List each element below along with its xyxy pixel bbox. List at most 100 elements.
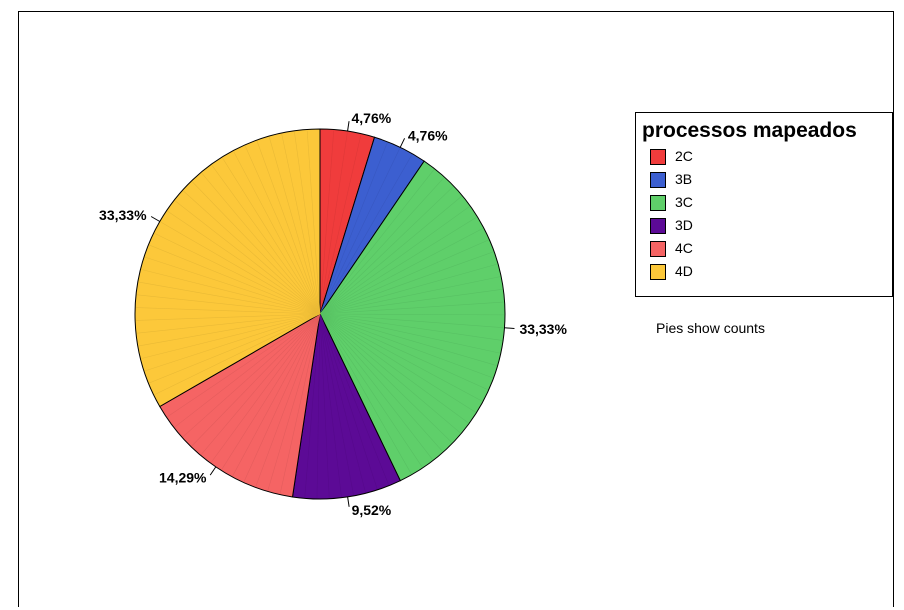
pie-hatch-4d	[201, 172, 321, 315]
legend-label-3c: 3C	[675, 194, 693, 210]
pie-hatch-3c	[319, 313, 493, 379]
pie-hatch-4c	[243, 313, 321, 482]
legend-label-2c: 2C	[675, 148, 693, 164]
pie-hatch-4d	[149, 313, 321, 384]
pie-hatch-4d	[233, 151, 321, 315]
pie-hatch-4d	[141, 269, 321, 315]
legend-title: processos mapeados	[642, 119, 857, 142]
pie-hatch-3c	[319, 313, 423, 468]
pie-hatch-3c	[319, 177, 444, 315]
pie-hatch-3d	[319, 313, 330, 498]
legend-swatch-3b	[650, 172, 666, 188]
pie-hatch-3c	[319, 313, 443, 452]
pie-hatch-3c	[319, 313, 504, 329]
pie-hatch-3c	[319, 313, 483, 402]
legend-label-4d: 4D	[675, 263, 693, 279]
pie-hatch-3c	[319, 313, 452, 443]
pie-hatch-3c	[319, 288, 503, 315]
pie-hatch-3d	[319, 313, 342, 497]
pie-hatch-4d	[294, 131, 321, 315]
legend-swatch-2c	[650, 149, 666, 165]
pie-hatch-4c	[267, 313, 321, 491]
pie-hatch-4d	[160, 221, 321, 315]
pie-hatch-4d	[138, 313, 321, 347]
leader-line-4c	[209, 466, 217, 476]
pie-hatch-3d	[319, 313, 389, 485]
pie-hatch-3c	[319, 313, 412, 474]
pie-hatch-3c	[319, 313, 488, 390]
pie-hatch-4d	[149, 244, 321, 315]
legend-swatch-3d	[650, 218, 666, 234]
pie-hatch-3c	[319, 251, 494, 315]
pie-hatch-4c	[279, 313, 321, 494]
pie-hatch-4d	[138, 281, 321, 315]
pie-hatch-3c	[319, 313, 497, 366]
data-label-4d: 33,33%	[99, 207, 147, 223]
pie-hatch-3c	[319, 239, 489, 315]
legend: processos mapeados 2C 3B 3C 3D 4C 4D	[635, 112, 893, 297]
pie-chart: 4,76% 4,76% 33,33% 9,52% 14,29% 33,33%	[99, 110, 567, 518]
data-label-3d: 9,52%	[352, 502, 392, 518]
pie-hatch-4c	[232, 313, 321, 477]
pie-hatch-3c	[319, 216, 477, 315]
pie-hatch-3c	[319, 313, 504, 316]
leader-line-4d	[150, 216, 161, 222]
pie-hatch-4d	[141, 313, 321, 359]
chart-frame: 4,76% 4,76% 33,33% 9,52% 14,29% 33,33% proces…	[18, 11, 894, 607]
leader-line-3b	[399, 138, 406, 148]
pie-hatch-4d	[154, 313, 321, 395]
pie-hatch-4d	[144, 256, 321, 315]
pie-hatch-4d	[183, 190, 321, 315]
pie-hatch-4c	[167, 313, 321, 418]
pie-hatch-4d	[136, 313, 321, 321]
pie-hatch-3b	[319, 148, 401, 315]
pie-hatch-4d	[136, 294, 321, 315]
leader-line-2c	[347, 121, 350, 132]
pie-hatch-3c	[319, 169, 435, 315]
pie-hatch-3c	[319, 301, 504, 315]
pie-hatch-4d	[136, 307, 321, 315]
pie-hatch-3b	[319, 154, 413, 315]
pie-hatch-4c	[255, 313, 321, 487]
pie-hatch-4c	[210, 313, 321, 463]
pie-hatch-3c	[319, 313, 500, 354]
pie-hatch-3c	[319, 313, 433, 460]
pie-hatch-4c	[191, 313, 321, 447]
legend-swatch-3c	[650, 195, 666, 211]
pie-hatch-3c	[319, 276, 501, 315]
pie-hatch-3c	[319, 196, 462, 315]
pie-hatch-4d	[256, 140, 321, 315]
pie-hatch-4d	[154, 233, 321, 315]
pie-hatch-3c	[319, 228, 484, 315]
pie-hatch-2c	[319, 132, 348, 315]
pie-hatch-4d	[244, 145, 321, 315]
pie-hatch-3c	[319, 186, 454, 315]
pie-hatch-2c	[319, 130, 335, 315]
pie-hatch-3d	[319, 313, 366, 493]
pie-hatch-4c	[174, 313, 321, 428]
pie-hatch-3c	[319, 206, 470, 315]
legend-swatch-4d	[650, 264, 666, 280]
pie-hatch-4c	[221, 313, 321, 470]
data-label-3c: 33,33%	[519, 321, 567, 337]
pie-hatch-3c	[319, 313, 503, 341]
pie-hatch-4c	[200, 313, 321, 455]
pie-hatch-4d	[306, 130, 321, 315]
pie-hatch-4d	[167, 210, 321, 315]
data-label-3b: 4,76%	[408, 128, 448, 144]
leader-line-3c	[504, 327, 515, 330]
legend-label-4c: 4C	[675, 240, 693, 256]
pie-hatch-3d	[316, 313, 321, 498]
pie-hatch-4d	[222, 157, 321, 315]
pie-hatch-3c	[319, 313, 461, 434]
pie-hatch-3c	[319, 263, 498, 315]
pie-hatch-4d	[174, 200, 321, 315]
pie-hatch-4d	[191, 181, 321, 315]
pie-hatch-3d	[319, 313, 354, 495]
pie-slice-4c	[159, 313, 321, 498]
pie-hatch-4d	[136, 313, 321, 334]
pie-hatch-3b	[319, 142, 388, 315]
data-label-4c: 14,29%	[159, 470, 207, 486]
chart-footnote: Pies show counts	[656, 320, 765, 336]
pie-hatch-3c	[319, 313, 476, 413]
